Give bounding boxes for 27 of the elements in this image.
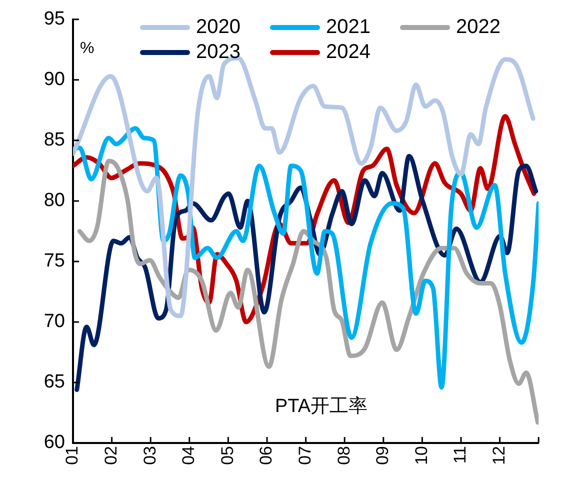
legend-label: 2022 bbox=[456, 16, 500, 39]
x-tick-label: 01 bbox=[62, 446, 82, 465]
legend-label: 2024 bbox=[326, 41, 370, 64]
x-tick-label: 03 bbox=[140, 446, 160, 465]
x-tick-label: 02 bbox=[101, 446, 120, 465]
legend-label: 2020 bbox=[196, 16, 240, 39]
x-tick-label: 08 bbox=[334, 446, 354, 465]
y-tick-label: 95 bbox=[44, 8, 65, 30]
x-tick-label: 10 bbox=[412, 446, 431, 465]
y-tick-label: 75 bbox=[44, 250, 65, 272]
x-tick-label: 11 bbox=[450, 446, 470, 464]
y-tick-label: 70 bbox=[44, 311, 65, 332]
x-tick-label: 07 bbox=[295, 446, 314, 465]
y-tick-label: 80 bbox=[44, 190, 65, 212]
y-tick-label: 60 bbox=[44, 432, 65, 454]
x-tick-label: 09 bbox=[373, 446, 392, 465]
legend-label: 2023 bbox=[196, 41, 240, 64]
y-axis-title: % bbox=[80, 40, 94, 58]
y-tick-label: 90 bbox=[44, 69, 65, 90]
x-tick-label: 06 bbox=[256, 446, 276, 465]
legend-label: 2021 bbox=[326, 16, 370, 39]
x-tick-label: 04 bbox=[179, 446, 198, 465]
y-tick-label: 65 bbox=[44, 372, 65, 393]
x-tick-label: 05 bbox=[218, 446, 237, 465]
y-tick-label: 85 bbox=[44, 130, 65, 151]
x-tick-label: 12 bbox=[489, 446, 508, 465]
text: PTA开工率 bbox=[275, 395, 368, 419]
